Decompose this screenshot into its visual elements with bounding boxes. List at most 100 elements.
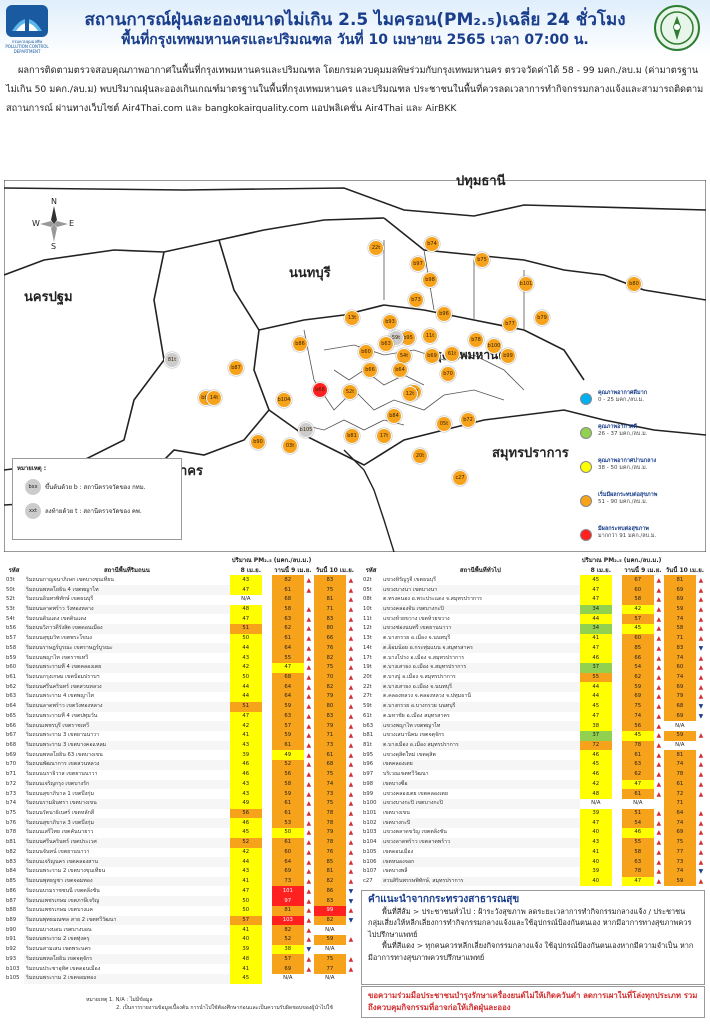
trend-arrow-icon xyxy=(262,848,272,858)
pm25-d1: 40 xyxy=(229,935,262,945)
trend-arrow-icon: ▲ xyxy=(698,878,704,886)
trend-arrow-icon xyxy=(612,575,622,585)
trend-arrow-icon: ▲ xyxy=(306,819,312,827)
station-code: b69 xyxy=(6,751,17,758)
trend-arrow-icon: ▲ xyxy=(656,703,662,711)
trend-arrow-icon: ▲ xyxy=(306,800,312,808)
station-name: แขวงช่องนนทรี เขตยานนาวา xyxy=(381,624,580,634)
trend-arrow-icon: ▲ xyxy=(306,878,312,886)
station-code: b91 xyxy=(6,936,17,943)
station-name: ริมถนนเสรีไทย เขตคันนายาว xyxy=(26,829,94,836)
pm25-d3: 78 xyxy=(313,818,346,829)
pm25-d2: 54 xyxy=(621,818,654,829)
trend-arrow-icon: ▲ xyxy=(348,761,354,769)
station-pin-81t: 81t xyxy=(164,352,180,368)
pm25-d1: 40 xyxy=(579,828,612,838)
pm25-d3: N/A xyxy=(313,973,346,984)
pm25-d1: 46 xyxy=(229,760,262,770)
pm25-d2: 61 xyxy=(271,633,304,644)
pm25-d1: 47 xyxy=(579,585,612,595)
station-name: แขวงคลองจั่น เขตบางกะปิ xyxy=(381,604,580,615)
pm25-d1: 42 xyxy=(229,847,262,858)
pm25-d1: 44 xyxy=(229,692,262,702)
station-name: ริมถนนจันทน์ เขตยานนาวา xyxy=(26,848,90,855)
pm25-d3: 77 xyxy=(663,847,696,858)
pm25-d2: 64 xyxy=(271,692,304,702)
trend-arrow-icon xyxy=(262,643,272,653)
table-row: b67 ริมถนนพระราม 3 เขตยานนาวา 41 59 ▲ 71 ▲ xyxy=(4,730,356,741)
pm25-d1: 47 xyxy=(229,711,262,722)
station-code: b57 xyxy=(6,635,17,642)
trend-arrow-icon: ▲ xyxy=(656,722,662,730)
trend-arrow-icon: ▼ xyxy=(306,946,312,954)
station-pin-22t: 22t xyxy=(368,240,384,256)
pm25-d2: 63 xyxy=(271,711,304,722)
station-name: ริมถนนดินแดง เขตดินแดง xyxy=(26,615,87,622)
pm25-d2: 78 xyxy=(621,867,654,877)
pm25-d2: 64 xyxy=(271,857,304,867)
trend-arrow-icon: ▲ xyxy=(698,790,704,798)
trend-arrow-icon: ▲ xyxy=(348,858,354,866)
station-pin-17t: 17t xyxy=(376,428,392,444)
trend-arrow-icon xyxy=(346,974,356,984)
province-pathum-thani: ปทุมธานี xyxy=(456,174,506,189)
trend-arrow-icon: ▲ xyxy=(348,936,354,944)
pm25-d1: 47 xyxy=(229,614,262,625)
station-pin-11t: 11t xyxy=(422,328,438,344)
trend-arrow-icon: ▲ xyxy=(698,693,704,701)
pm25-d3: 59 xyxy=(663,730,696,741)
pm25-d2: 49 xyxy=(271,750,304,761)
table-row: b63 แขวงพญาไท เขตพญาไท 38 56 ▲ N/A xyxy=(361,721,706,731)
station-pin-b100: b100 xyxy=(486,338,502,354)
pm25-d3: 69 xyxy=(663,828,696,838)
footnote-line2: 2. เป็นการรายงานข้อมูลเบื้องต้น การนำไปใ… xyxy=(116,1005,333,1011)
pm25-d2: 61 xyxy=(271,585,304,595)
trend-arrow-icon: ▲ xyxy=(698,576,704,584)
legend-swatch xyxy=(580,427,592,439)
table-row: b106 เขตหนองจอก 40 63 ▲ 73 ▲ xyxy=(361,857,706,867)
pm25-d1: 45 xyxy=(229,973,262,984)
station-code: b89 xyxy=(6,916,17,923)
trend-arrow-icon: ▲ xyxy=(656,625,662,633)
trend-arrow-icon: ▲ xyxy=(698,771,704,779)
pm25-d1: 38 xyxy=(579,721,612,731)
pm25-d3: 81 xyxy=(663,750,696,761)
map-note-sample-t: xxt xyxy=(25,503,41,519)
pm25-d2: 66 xyxy=(621,653,654,663)
trend-arrow-icon xyxy=(262,770,272,780)
station-code: 54t xyxy=(6,615,15,622)
table-row: 59t ต.บางกรวย อ.บางกรวย นนทบุรี 45 75 ▲ 68 ▼ xyxy=(361,701,706,712)
station-name: ริมถนนกรุงเกษม เขตป้อมปราบฯ xyxy=(26,673,100,680)
pm25-d2: 59 xyxy=(271,730,304,741)
trend-arrow-icon: ▲ xyxy=(348,654,354,662)
trend-arrow-icon: ▲ xyxy=(348,848,354,856)
station-code: 14t xyxy=(363,644,372,651)
pm25-d3: 71 xyxy=(313,730,346,741)
station-code: b56 xyxy=(6,625,17,632)
col-station-right: สถานีพื้นที่ทั่วไป xyxy=(459,567,501,575)
trend-arrow-icon xyxy=(612,809,622,819)
station-name: ริมถนนพระราม 2 เขตบางขุนเทียน xyxy=(26,868,106,875)
pm25-d1: 47 xyxy=(229,585,262,595)
pm25-d3: 79 xyxy=(313,828,346,838)
station-name: ต.บางโปรง อ.เมือง จ.สมุทรปราการ xyxy=(383,654,465,661)
table-row: c27 สวนสิรินพรรษพิทักษ์, สมุทรปราการ 40 47 ▲… xyxy=(361,876,706,887)
trend-arrow-icon xyxy=(696,741,706,751)
legend-swatch xyxy=(580,461,592,473)
trend-arrow-icon: ▲ xyxy=(698,625,704,633)
station-name: เขตดอนเมือง xyxy=(383,848,414,855)
map-note-title: หมายเหตุ : xyxy=(17,465,47,472)
station-name: ต.ทรงคนอง อ.พระประแดง จ.สมุทรปราการ xyxy=(383,596,482,603)
table-row: b82 ริมถนนจันทน์ เขตยานนาวา 42 60 ▲ 76 ▲ xyxy=(4,847,356,858)
col-d3-sub-right: วันนี้ xyxy=(665,567,678,575)
station-name: แขวงห้วยขวาง เขตห้วยขวาง xyxy=(383,615,450,622)
trend-arrow-icon xyxy=(612,760,622,770)
compass-west: W xyxy=(32,219,40,228)
station-code: b100 xyxy=(363,800,377,807)
pm25-d3: 69 xyxy=(663,711,696,722)
trend-arrow-icon: ▲ xyxy=(348,635,354,643)
table-row: b78 ริมถนนเสรีไทย เขตคันนายาว 45 50 ▲ 79 ▲ xyxy=(4,828,356,838)
trend-arrow-icon: ▲ xyxy=(656,586,662,594)
station-code: 22t xyxy=(363,683,372,690)
station-code: b62 xyxy=(6,683,17,690)
